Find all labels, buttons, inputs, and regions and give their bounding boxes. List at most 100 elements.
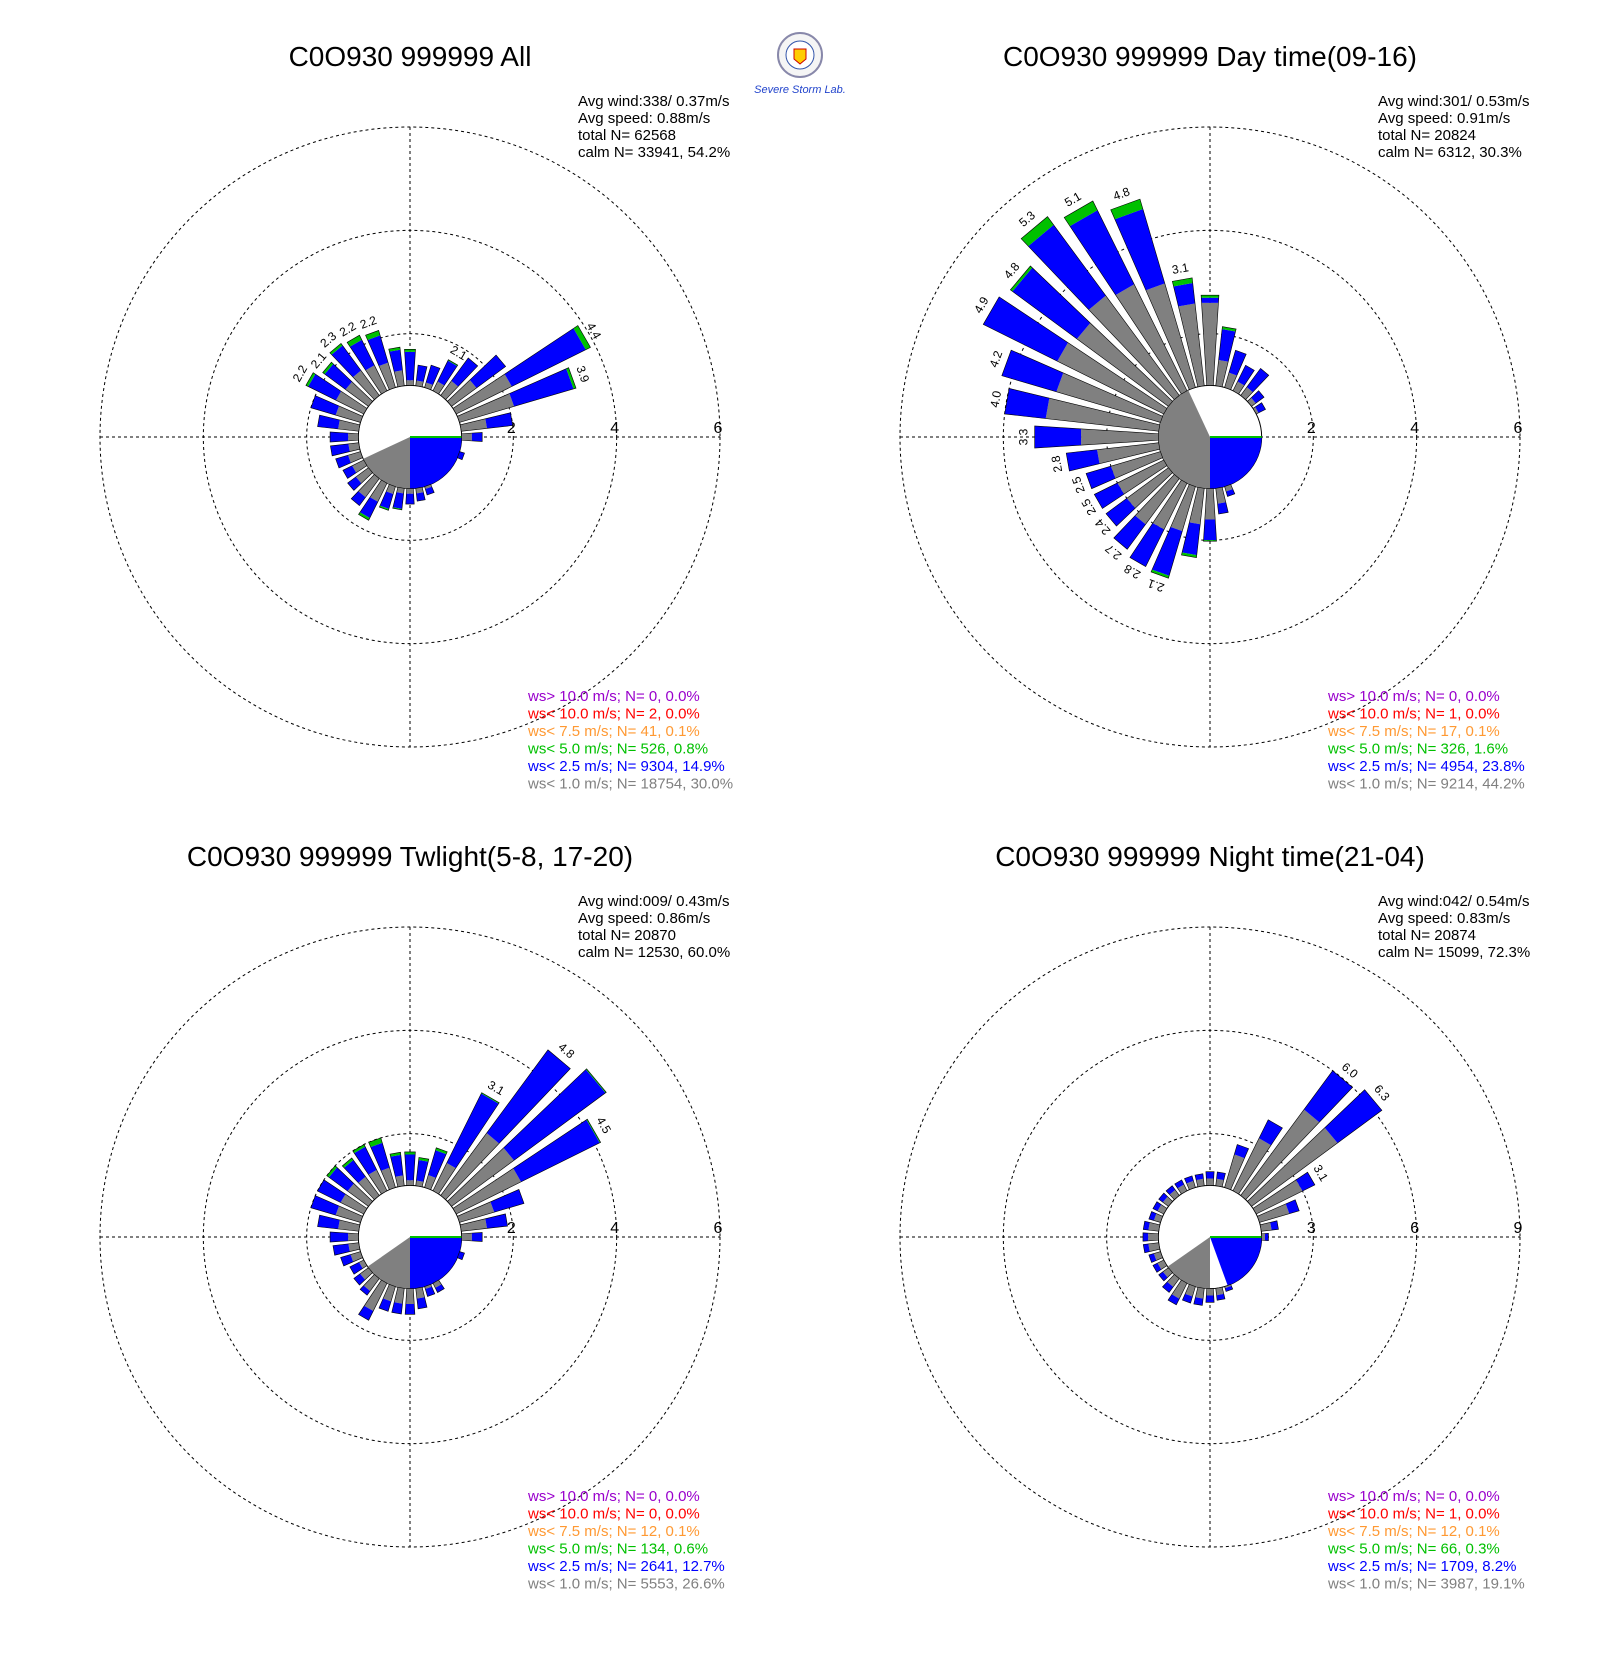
- petal-segment-blue: [1195, 1173, 1204, 1181]
- petal-segment-blue: [504, 328, 586, 387]
- petal-segment-blue: [1152, 526, 1183, 576]
- petal-segment-blue: [370, 1142, 390, 1171]
- petal-segment-gray: [1148, 1222, 1160, 1232]
- petal-outline: [1205, 1171, 1215, 1186]
- petal-segment-gray: [406, 380, 414, 386]
- petal-segment-blue: [335, 455, 351, 469]
- petal-segment-green: [379, 505, 389, 511]
- petal-outline: [1203, 488, 1217, 542]
- petal-segment-gray: [460, 418, 488, 432]
- petal-outline: [1224, 483, 1236, 497]
- petal-dir-20: [424, 364, 441, 391]
- petal-segment-blue: [330, 443, 350, 456]
- petal-outline: [310, 395, 364, 423]
- petal-value-label: 4.8: [1111, 184, 1132, 203]
- petal-segment-blue: [310, 395, 339, 416]
- legend-entry-orange: ws< 7.5 m/s; N= 41, 0.1%: [527, 723, 700, 740]
- petal-outline: [1167, 1279, 1188, 1306]
- petal-segment-blue: [1234, 1144, 1249, 1159]
- petal-segment-blue: [1228, 350, 1247, 376]
- petal-segment-blue: [1143, 1243, 1150, 1253]
- petal-segment-green: [418, 1157, 429, 1162]
- panel-title: C0O930 999999 Day time(09-16): [1003, 41, 1417, 72]
- petal-dir-310: 4.8: [1001, 259, 1173, 407]
- petal-outline: [1129, 479, 1188, 567]
- petal-outline: [1232, 1119, 1283, 1195]
- petal-dir-190: [391, 1286, 405, 1315]
- petal-segment-gray: [352, 370, 380, 400]
- petal-outline: [342, 459, 368, 479]
- petal-segment-gray: [1232, 381, 1245, 394]
- legend-entry-green: ws< 5.0 m/s; N= 66, 0.3%: [1327, 1541, 1500, 1558]
- petal-outline: [346, 334, 388, 395]
- calm-pie-blue: [1210, 437, 1262, 489]
- petal-segment-gray: [1115, 284, 1188, 394]
- petal-segment-blue: [1148, 1211, 1157, 1221]
- petal-outline: [1105, 467, 1173, 527]
- petal-dir-220: [350, 474, 380, 507]
- petal-segment-blue: [1168, 1294, 1180, 1305]
- petal-segment-blue: [1113, 515, 1146, 550]
- stats-line: Avg wind:009/ 0.43m/s: [578, 893, 729, 910]
- petal-outline: [404, 349, 416, 386]
- petal-outline: [349, 1259, 368, 1275]
- petal-outline: [1004, 388, 1161, 432]
- calm-pie-blue: [410, 1237, 462, 1289]
- petal-outline: [389, 1151, 405, 1188]
- petal-outline: [1215, 1286, 1226, 1301]
- petal-outline: [461, 432, 483, 442]
- petal-segment-blue: [1216, 1171, 1226, 1181]
- petal-dir-30: 3.1: [432, 1078, 507, 1195]
- petal-segment-blue: [485, 412, 513, 429]
- petal-dir-350: [389, 1151, 405, 1188]
- petal-outline: [456, 451, 465, 461]
- petal-segment-gray: [432, 1280, 442, 1288]
- petal-segment-blue: [1182, 522, 1201, 556]
- petal-segment-gray: [1153, 1251, 1163, 1261]
- radial-tick-label: 2: [507, 420, 516, 437]
- stats-line: calm N= 6312, 30.3%: [1378, 144, 1522, 161]
- petal-segment-gray: [1081, 428, 1159, 446]
- radial-tick-label: 2: [1307, 420, 1316, 437]
- petal-segment-blue: [451, 357, 478, 387]
- petal-dir-70: [456, 1189, 525, 1223]
- petal-outline: [1162, 1274, 1180, 1293]
- petal-outline: [365, 330, 396, 391]
- petal-segment-blue: [469, 355, 506, 388]
- petal-segment-blue: [416, 1297, 428, 1309]
- petal-outline: [1158, 1267, 1173, 1282]
- petal-outline: [1200, 294, 1220, 386]
- petal-segment-gray: [369, 480, 388, 502]
- petal-outline: [1215, 326, 1237, 388]
- petal-value-label: 3.3: [1017, 428, 1031, 445]
- petal-outline: [352, 1144, 388, 1195]
- legend-entry-green: ws< 5.0 m/s; N= 134, 0.6%: [527, 1541, 708, 1558]
- legend-entry-blue: ws< 2.5 m/s; N= 1709, 8.2%: [1327, 1558, 1516, 1575]
- petal-segment-gray: [1110, 451, 1163, 479]
- petal-segment-green: [322, 362, 334, 375]
- petal-dir-230: [347, 467, 373, 491]
- petal-segment-gray: [1215, 487, 1226, 504]
- petal-dir-180: [404, 1288, 416, 1315]
- petal-segment-blue: [1205, 1295, 1215, 1303]
- calm-pie-gray: [363, 437, 410, 489]
- petal-value-label: 3.1: [1171, 260, 1190, 277]
- petal-segment-gray: [1215, 1178, 1224, 1187]
- petal-outline: [1224, 1144, 1250, 1191]
- petal-outline: [424, 483, 435, 496]
- petal-segment-blue: [1251, 390, 1265, 404]
- petal-dir-260: 2.8: [1048, 442, 1161, 473]
- petal-segment-gray: [335, 1205, 363, 1223]
- radial-tick-label: 4: [610, 1220, 619, 1237]
- petal-segment-gray: [1178, 303, 1205, 387]
- petal-segment-blue: [324, 363, 353, 390]
- petal-outline: [1224, 1283, 1234, 1292]
- petal-outline: [432, 1279, 445, 1293]
- petal-outline: [1240, 367, 1270, 400]
- petal-segment-blue: [1086, 466, 1116, 489]
- petal-dir-340: [1184, 1175, 1196, 1191]
- petal-segment-gray: [1260, 1222, 1272, 1232]
- petal-outline: [415, 1286, 428, 1310]
- petal-outline: [1165, 1185, 1180, 1200]
- petal-dir-270: [329, 1231, 359, 1243]
